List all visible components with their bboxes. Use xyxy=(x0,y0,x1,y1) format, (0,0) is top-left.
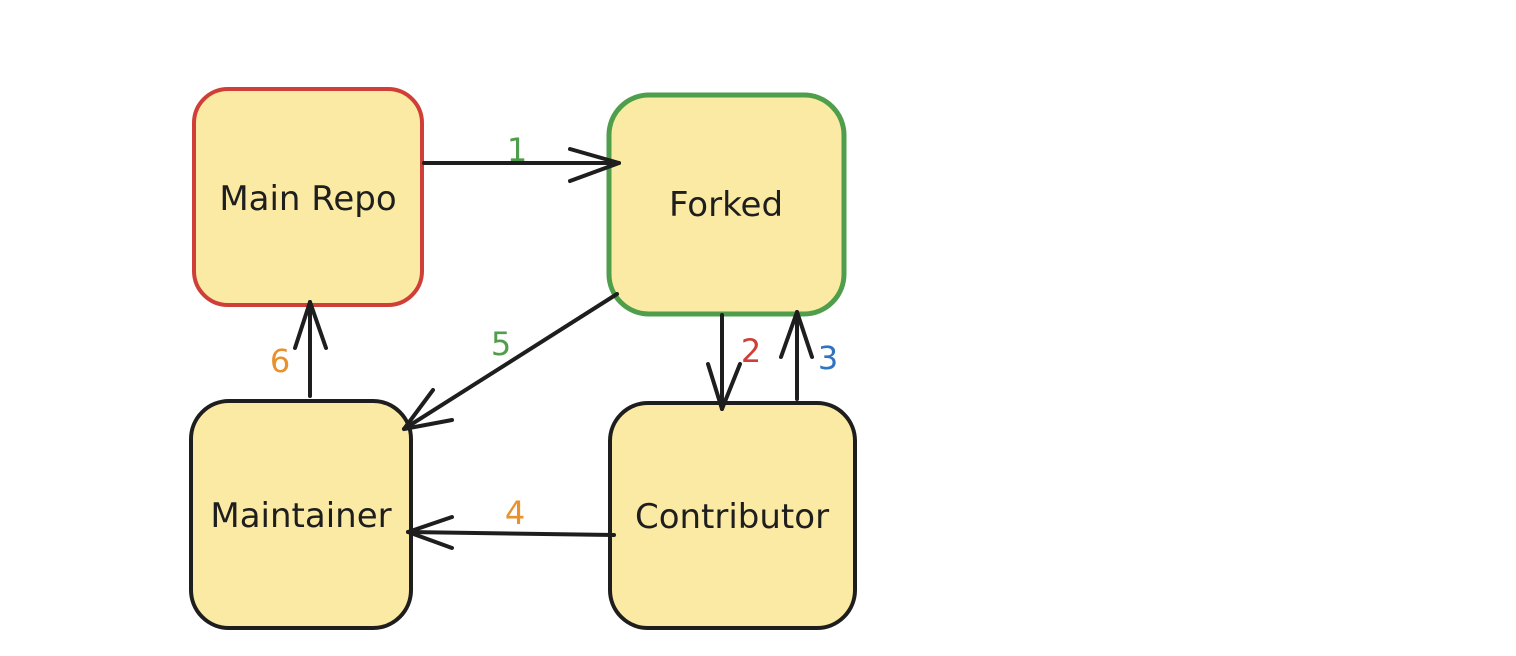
edge-1: 1 xyxy=(422,131,621,183)
edge-4-arrowhead xyxy=(406,515,454,550)
edge-5: 5 xyxy=(402,292,619,431)
edge-5-label: 5 xyxy=(491,325,511,363)
edge-6-arrowhead xyxy=(293,300,328,350)
edge-2: 2 xyxy=(706,313,761,411)
node-maintainer-label: Maintainer xyxy=(210,496,391,536)
node-forked-box xyxy=(606,92,847,317)
edge-6-label: 6 xyxy=(270,342,290,380)
edge-1-arrowhead xyxy=(568,147,621,183)
node-forked[interactable]: Forked xyxy=(606,92,847,317)
edge-4-line xyxy=(406,530,616,537)
edge-4-label: 4 xyxy=(505,494,525,532)
edge-3-label: 3 xyxy=(818,339,838,377)
edge-6: 6 xyxy=(270,300,328,398)
node-forked-label: Forked xyxy=(669,185,783,225)
node-maintainer-box xyxy=(189,399,413,630)
edge-3: 3 xyxy=(779,310,838,401)
node-contributor[interactable]: Contributor xyxy=(608,401,857,630)
edge-5-arrowhead xyxy=(402,388,454,431)
edge-3-arrowhead xyxy=(779,310,814,359)
edge-4: 4 xyxy=(406,494,616,550)
node-main-repo-label: Main Repo xyxy=(219,179,396,219)
edge-5-line xyxy=(402,292,619,431)
node-maintainer[interactable]: Maintainer xyxy=(189,399,413,630)
edge-2-label: 2 xyxy=(741,332,761,370)
edge-2-arrowhead xyxy=(706,362,742,411)
node-main-repo[interactable]: Main Repo xyxy=(192,87,424,307)
edge-1-label: 1 xyxy=(507,131,527,169)
node-contributor-box xyxy=(608,401,857,630)
node-contributor-label: Contributor xyxy=(635,497,829,537)
